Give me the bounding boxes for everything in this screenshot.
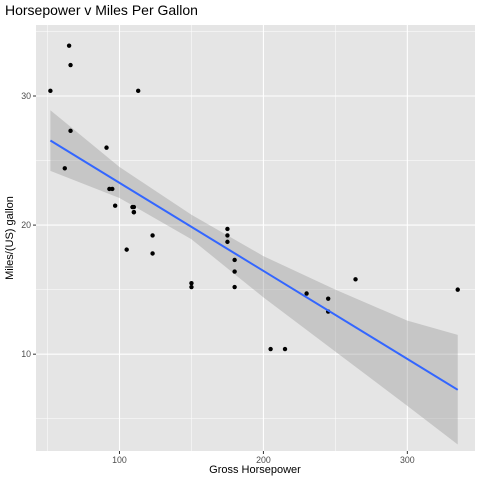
data-point	[62, 166, 67, 171]
y-tick-label: 10	[21, 349, 31, 359]
data-point	[150, 233, 155, 238]
data-point	[232, 269, 237, 274]
data-point	[304, 291, 309, 296]
data-point	[325, 296, 331, 301]
y-axis-ticks: 10 20 30	[21, 91, 36, 359]
data-point	[282, 346, 288, 352]
data-point	[68, 128, 73, 134]
data-point	[268, 346, 273, 352]
data-point	[150, 251, 155, 256]
data-point	[104, 145, 109, 150]
x-tick-label: 200	[256, 455, 271, 465]
chart-title: Horsepower v Miles Per Gallon	[5, 2, 198, 18]
y-tick-label: 20	[21, 220, 31, 230]
data-point	[131, 209, 137, 215]
x-tick-label: 100	[112, 455, 127, 465]
data-point	[124, 247, 129, 252]
data-point	[189, 284, 194, 290]
data-point	[68, 62, 73, 68]
x-axis-label: Gross Horsepower	[209, 464, 301, 476]
data-point	[130, 204, 135, 210]
data-point	[66, 43, 72, 48]
data-point	[189, 280, 194, 286]
y-axis-label: Miles/(US) gallon	[4, 196, 16, 280]
x-tick-label: 300	[400, 455, 415, 465]
data-point	[232, 257, 237, 263]
grid-major	[36, 25, 475, 451]
data-point	[135, 88, 141, 94]
regression-line	[49, 139, 459, 391]
y-tick-label: 30	[21, 91, 31, 101]
data-point	[455, 287, 460, 292]
data-point	[225, 226, 230, 232]
data-point	[225, 239, 230, 245]
confidence-ribbon	[50, 110, 458, 445]
data-point	[353, 277, 358, 282]
x-axis-ticks: 100 200 300	[112, 451, 415, 465]
data-point	[225, 233, 230, 238]
data-point	[110, 186, 115, 192]
data-point	[48, 88, 53, 94]
data-point	[112, 203, 118, 208]
data-point	[232, 284, 237, 290]
data-points	[48, 43, 460, 352]
